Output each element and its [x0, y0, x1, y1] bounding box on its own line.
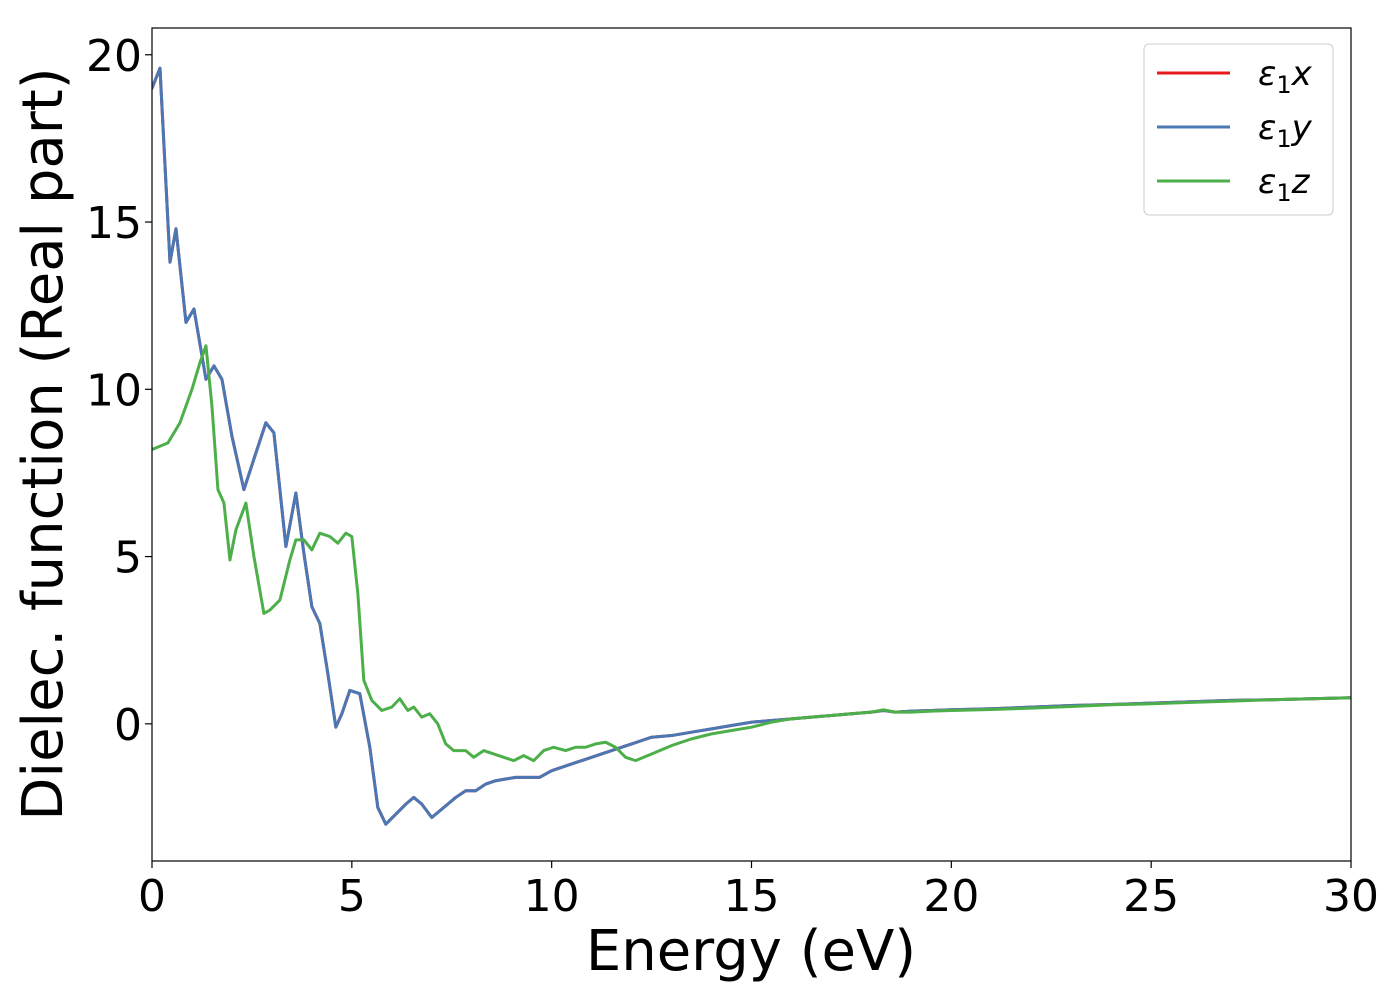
x-tick-label: 20: [923, 871, 979, 922]
x-tick-label: 30: [1323, 871, 1379, 922]
series-line-z: [152, 344, 1351, 763]
y-tick-label: 5: [114, 533, 142, 584]
x-tick-label: 5: [338, 871, 366, 922]
y-tick-label: 15: [86, 198, 142, 249]
x-tick-label: 0: [138, 871, 166, 922]
x-tick-label: 10: [524, 871, 580, 922]
y-tick-label: 20: [86, 31, 142, 82]
x-axis-title: Energy (eV): [586, 919, 916, 984]
y-axis: 0 5 10 15 20: [86, 31, 152, 751]
legend: ε1x ε1y ε1z: [1143, 43, 1334, 216]
x-tick-label: 25: [1123, 871, 1179, 922]
legend-label-x: ε1x: [1258, 54, 1313, 99]
x-axis: 0 5 10 15 20 25 30: [138, 861, 1379, 922]
legend-label-z: ε1z: [1258, 162, 1311, 207]
legend-box: [1143, 43, 1334, 216]
x-tick-label: 15: [724, 871, 780, 922]
y-tick-label: 10: [86, 365, 142, 416]
series-layer: [152, 66, 1351, 826]
legend-label-y: ε1y: [1258, 108, 1313, 153]
y-axis-title: Dielec. function (Real part): [11, 67, 76, 820]
y-tick-label: 0: [114, 700, 142, 751]
